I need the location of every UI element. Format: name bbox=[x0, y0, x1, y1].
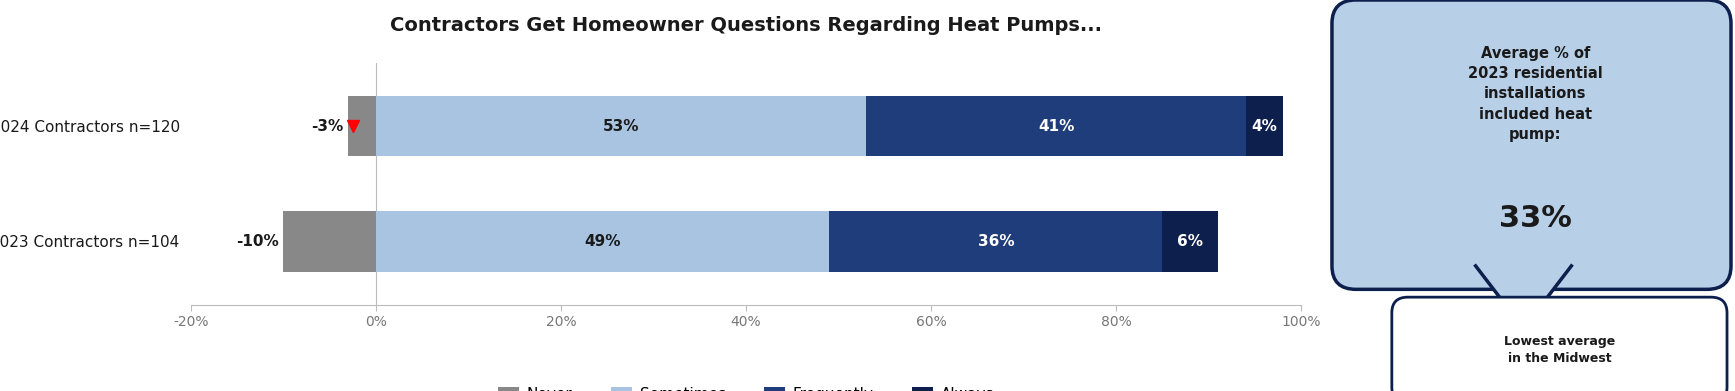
Text: 6%: 6% bbox=[1178, 234, 1202, 249]
Text: 53%: 53% bbox=[602, 118, 640, 134]
Bar bbox=[376, 212, 829, 271]
Polygon shape bbox=[1475, 266, 1572, 328]
Bar bbox=[829, 212, 1162, 271]
Text: Lowest average
in the Midwest: Lowest average in the Midwest bbox=[1504, 335, 1615, 365]
Text: -3%: -3% bbox=[311, 118, 344, 134]
Bar bbox=[376, 96, 866, 156]
Bar bbox=[1162, 212, 1218, 271]
Text: 41%: 41% bbox=[1038, 118, 1074, 134]
Legend: Never, Sometimes, Frequently, Always: Never, Sometimes, Frequently, Always bbox=[491, 380, 1001, 391]
Bar bbox=[866, 96, 1246, 156]
Text: 4%: 4% bbox=[1251, 118, 1277, 134]
Bar bbox=[1246, 96, 1282, 156]
Text: 36%: 36% bbox=[977, 234, 1015, 249]
Bar bbox=[349, 96, 376, 156]
Bar bbox=[283, 212, 376, 271]
FancyBboxPatch shape bbox=[1391, 297, 1726, 391]
FancyBboxPatch shape bbox=[1332, 0, 1732, 289]
Text: 49%: 49% bbox=[585, 234, 621, 249]
Text: -10%: -10% bbox=[236, 234, 279, 249]
Text: Contractors Get Homeowner Questions Regarding Heat Pumps...: Contractors Get Homeowner Questions Rega… bbox=[390, 16, 1102, 35]
Text: Average % of
2023 residential
installations
included heat
pump:: Average % of 2023 residential installati… bbox=[1468, 45, 1603, 142]
Text: 33%: 33% bbox=[1499, 204, 1572, 233]
